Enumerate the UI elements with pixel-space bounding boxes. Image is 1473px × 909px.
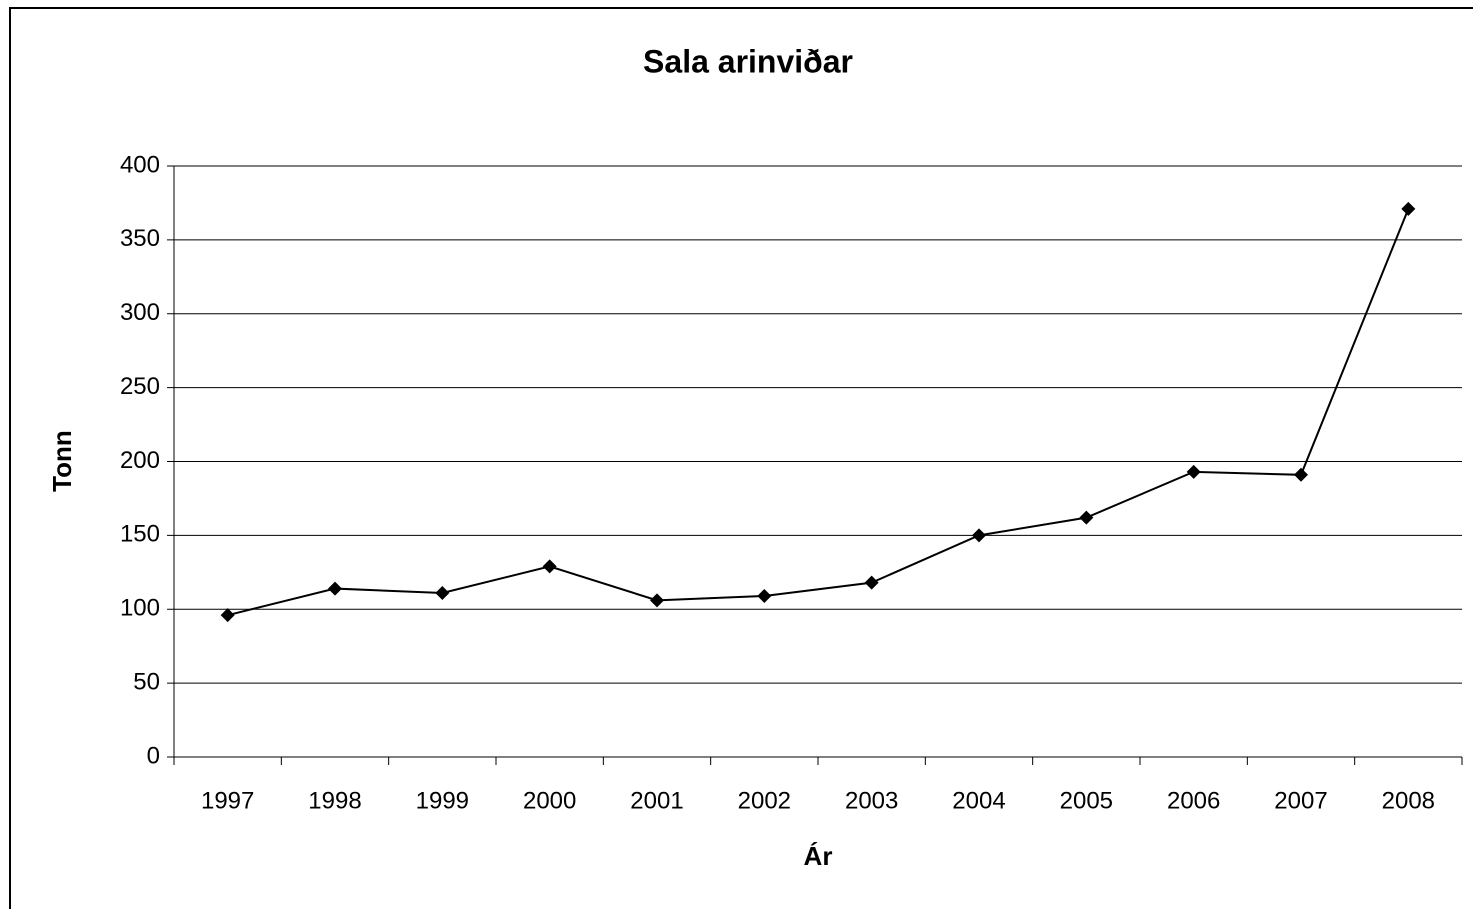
chart-frame bbox=[9, 7, 1473, 909]
y-tick-label: 250 bbox=[120, 373, 160, 400]
data-point bbox=[650, 593, 664, 608]
x-tick-label: 2008 bbox=[1382, 787, 1435, 814]
x-tick-label: 2004 bbox=[952, 787, 1005, 814]
x-tick-label: 1998 bbox=[308, 787, 361, 814]
data-point bbox=[1186, 464, 1201, 479]
y-tick-label: 200 bbox=[120, 447, 160, 474]
x-tick-label: 1999 bbox=[416, 787, 469, 814]
series-line bbox=[227, 208, 1410, 617]
data-point bbox=[1401, 201, 1416, 216]
y-tick-label: 350 bbox=[120, 225, 160, 252]
x-tick-label: 2006 bbox=[1167, 787, 1220, 814]
x-tick-label: 2007 bbox=[1274, 787, 1327, 814]
y-tick-label: 400 bbox=[120, 151, 160, 178]
y-tick-label: 300 bbox=[120, 299, 160, 326]
data-point bbox=[757, 588, 772, 603]
data-point bbox=[1079, 510, 1094, 525]
data-point bbox=[864, 575, 879, 590]
x-tick-label: 1997 bbox=[201, 787, 254, 814]
data-point bbox=[972, 528, 986, 543]
y-tick-label: 150 bbox=[120, 521, 160, 548]
x-tick-label: 2003 bbox=[845, 787, 898, 814]
data-point bbox=[542, 559, 557, 574]
x-tick-label: 2000 bbox=[523, 787, 576, 814]
chart-title: Sala arinviðar bbox=[643, 43, 853, 79]
y-axis-title: Tonn bbox=[47, 430, 77, 492]
data-point bbox=[220, 608, 235, 623]
x-axis-title: Ár bbox=[804, 841, 833, 871]
data-point bbox=[1294, 467, 1308, 482]
y-tick-label: 50 bbox=[133, 668, 160, 695]
x-tick-label: 2005 bbox=[1060, 787, 1113, 814]
y-tick-label: 100 bbox=[120, 595, 160, 622]
x-tick-label: 2001 bbox=[630, 787, 683, 814]
x-tick-label: 2002 bbox=[738, 787, 791, 814]
y-tick-label: 0 bbox=[147, 742, 160, 769]
data-point bbox=[435, 585, 450, 600]
data-point bbox=[328, 581, 342, 596]
